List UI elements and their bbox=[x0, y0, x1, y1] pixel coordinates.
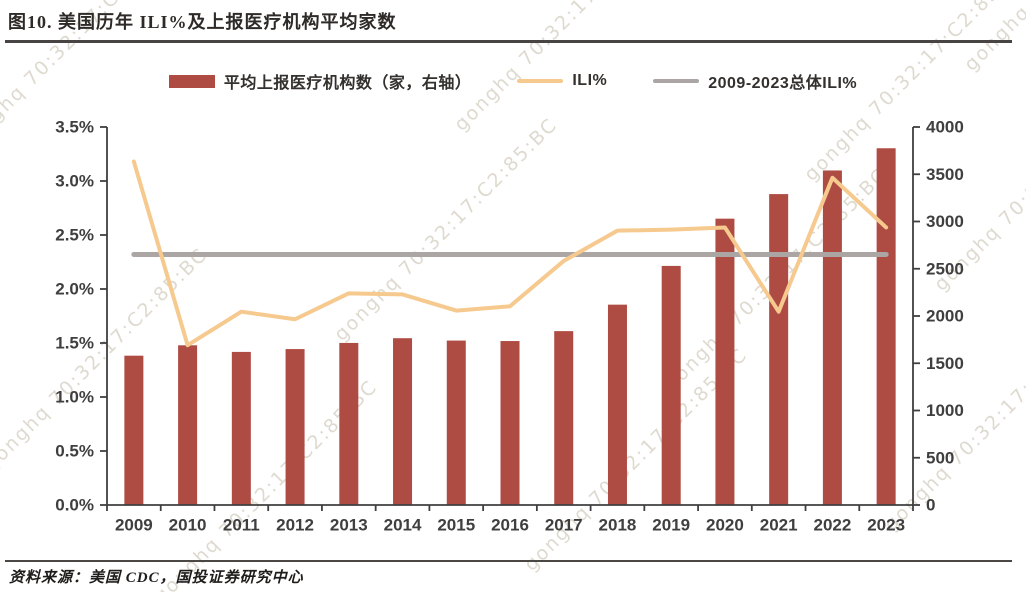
right-axis-label: 3500 bbox=[926, 165, 964, 184]
x-axis-label: 2012 bbox=[276, 516, 314, 535]
x-axis-label: 2009 bbox=[115, 516, 153, 535]
x-axis-label: 2020 bbox=[706, 516, 744, 535]
bar-2021 bbox=[769, 194, 789, 505]
bar-2023 bbox=[876, 148, 896, 505]
x-axis-label: 2013 bbox=[330, 516, 368, 535]
x-axis-label: 2019 bbox=[652, 516, 690, 535]
ili-line-swatch bbox=[517, 79, 564, 83]
source-divider bbox=[5, 560, 1012, 562]
bar-series-swatch bbox=[168, 74, 215, 88]
x-axis-label: 2021 bbox=[760, 516, 798, 535]
x-axis-label: 2017 bbox=[545, 516, 583, 535]
right-axis-label: 2000 bbox=[926, 307, 964, 326]
bar-2016 bbox=[500, 341, 520, 505]
left-axis-label: 2.0% bbox=[55, 280, 94, 299]
bar-2020 bbox=[715, 218, 735, 506]
left-axis-label: 1.0% bbox=[55, 388, 94, 407]
bar-2022 bbox=[822, 170, 842, 505]
x-axis-label: 2010 bbox=[169, 516, 207, 535]
bar-2014 bbox=[393, 338, 413, 505]
chart-title: 图10. 美国历年 ILI%及上报医疗机构平均家数 bbox=[8, 12, 397, 32]
x-axis-label: 2016 bbox=[491, 516, 529, 535]
legend-item-ili: ILI% bbox=[517, 72, 607, 90]
right-axis-label: 1000 bbox=[926, 401, 964, 420]
legend-label-bars: 平均上报医疗机构数（家，右轴） bbox=[223, 75, 472, 92]
right-axis-label: 4000 bbox=[926, 118, 964, 137]
legend-label-overall: 2009-2023总体ILI% bbox=[708, 75, 858, 92]
left-axis-label: 1.5% bbox=[55, 334, 94, 353]
bar-2015 bbox=[446, 340, 466, 505]
right-axis-label: 500 bbox=[926, 448, 954, 467]
source-note: 资料来源：美国 CDC，国投证券研究中心 bbox=[9, 570, 304, 586]
bar-2013 bbox=[339, 342, 359, 505]
ili-line bbox=[131, 159, 889, 348]
bar-2019 bbox=[661, 265, 681, 505]
right-axis-label: 3000 bbox=[926, 212, 964, 231]
bar-2011 bbox=[231, 351, 251, 505]
x-axis-label: 2023 bbox=[867, 516, 905, 535]
right-axis-label: 1500 bbox=[926, 354, 964, 373]
legend-item-overall: 2009-2023总体ILI% bbox=[653, 69, 857, 93]
chart-legend: 平均上报医疗机构数（家，右轴） ILI% 2009-2023总体ILI% bbox=[0, 66, 1026, 96]
left-axis-label: 3.5% bbox=[55, 118, 94, 137]
left-axis-label: 2.5% bbox=[55, 226, 94, 245]
bar-2010 bbox=[178, 345, 198, 505]
left-axis-label: 3.0% bbox=[55, 172, 94, 191]
x-axis-label: 2014 bbox=[384, 516, 422, 535]
right-axis-label: 0 bbox=[926, 496, 935, 515]
title-divider bbox=[5, 40, 1012, 43]
x-axis-label: 2022 bbox=[813, 516, 851, 535]
x-axis-label: 2018 bbox=[599, 516, 637, 535]
bar-2018 bbox=[607, 304, 627, 505]
bar-2009 bbox=[124, 355, 144, 505]
x-axis-label: 2015 bbox=[437, 516, 475, 535]
bar-2012 bbox=[285, 349, 305, 505]
right-axis-label: 2500 bbox=[926, 259, 964, 278]
overall-line-swatch bbox=[653, 79, 700, 83]
legend-label-ili: ILI% bbox=[572, 72, 608, 89]
x-axis-label: 2011 bbox=[223, 516, 260, 535]
left-axis-label: 0.0% bbox=[55, 496, 94, 515]
bar-2017 bbox=[554, 331, 574, 505]
legend-item-bars: 平均上报医疗机构数（家，右轴） bbox=[168, 69, 472, 93]
left-axis-label: 0.5% bbox=[55, 442, 94, 461]
